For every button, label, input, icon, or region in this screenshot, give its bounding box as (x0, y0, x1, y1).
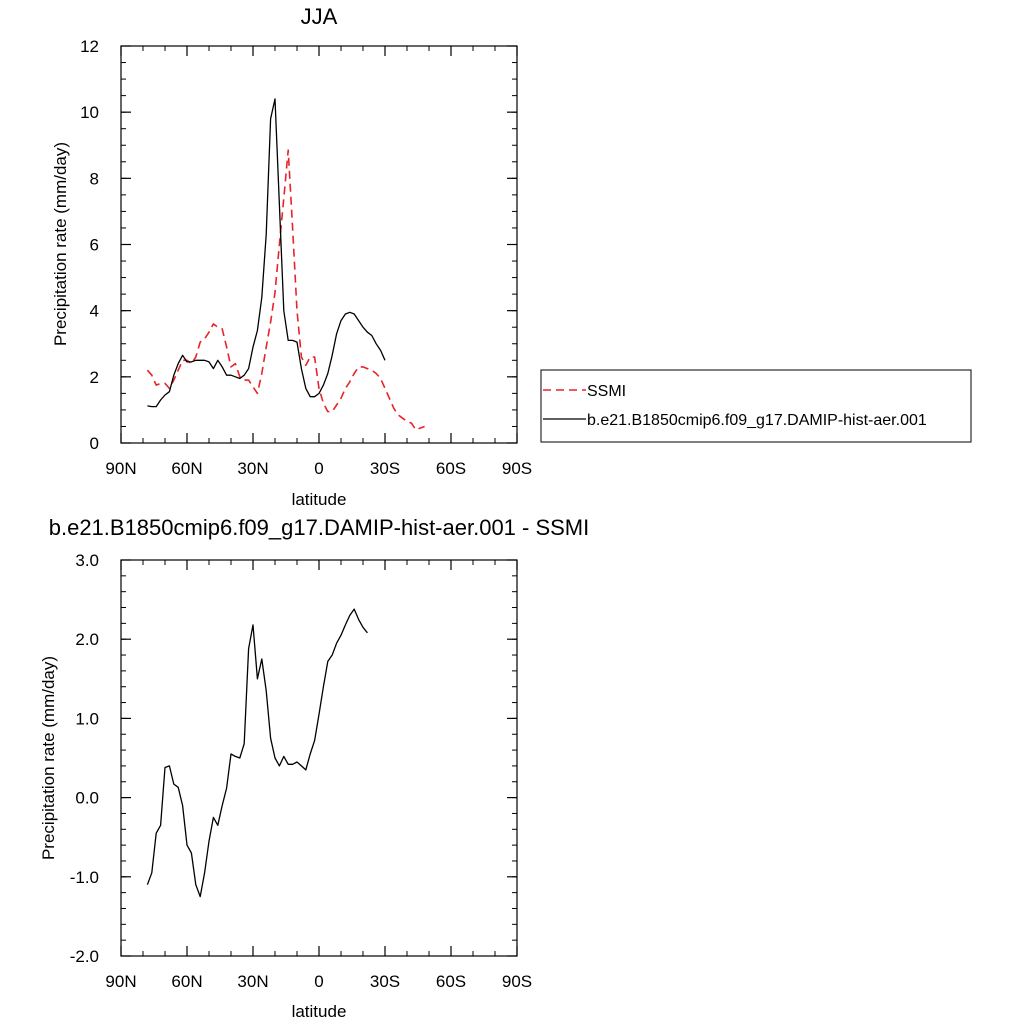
legend-label-model: b.e21.B1850cmip6.f09_g17.DAMIP-hist-aer.… (587, 412, 927, 429)
x-tick-label: 90N (105, 459, 136, 478)
y-tick-label: 3.0 (75, 551, 99, 570)
bottom-chart-plot-frame (120, 559, 518, 957)
bottom-chart-series (146, 608, 368, 898)
series-line-ssmi (146, 149, 425, 431)
bottom-chart-minor-ticks (121, 559, 517, 957)
x-tick-label: 60N (171, 972, 202, 991)
top-chart-title: JJA (301, 4, 338, 29)
y-tick-label: -1.0 (70, 868, 99, 887)
y-tick-label: 1.0 (75, 709, 99, 728)
y-tick-label: 10 (80, 103, 99, 122)
y-tick-label: 4 (90, 302, 99, 321)
x-tick-label: 60S (436, 459, 466, 478)
y-tick-label: 12 (80, 37, 99, 56)
bottom-chart-y-ticks: -2.0 -1.0 0.0 1.0 2.0 3.0 (70, 551, 517, 966)
y-tick-label: -2.0 (70, 947, 99, 966)
x-tick-label: 0 (314, 972, 323, 991)
top-chart: JJA 90N 60N 30N 0 30S 60S 90S 0 2 4 6 8 10 12 latitu… (51, 4, 972, 509)
x-tick-label: 60S (436, 972, 466, 991)
y-tick-label: 2.0 (75, 630, 99, 649)
top-chart-y-ticks: 0 2 4 6 8 10 12 (80, 37, 517, 453)
x-tick-label: 90S (502, 972, 532, 991)
x-tick-label: 30N (237, 972, 268, 991)
x-tick-label: 30N (237, 459, 268, 478)
bottom-chart-y-axis-label: Precipitation rate (mm/day) (39, 656, 58, 860)
bottom-chart-x-axis-label: latitude (292, 1002, 347, 1021)
series-line-difference (146, 608, 368, 898)
bottom-chart: b.e21.B1850cmip6.f09_g17.DAMIP-hist-aer.… (39, 515, 589, 1021)
top-chart-legend: SSMI b.e21.B1850cmip6.f09_g17.DAMIP-hist… (540, 369, 972, 443)
legend-box (540, 369, 972, 443)
bottom-chart-title: b.e21.B1850cmip6.f09_g17.DAMIP-hist-aer.… (49, 515, 590, 540)
y-tick-label: 0.0 (75, 789, 99, 808)
x-tick-label: 90N (105, 972, 136, 991)
x-tick-label: 90S (502, 459, 532, 478)
y-tick-label: 0 (90, 434, 99, 453)
x-tick-label: 30S (370, 972, 400, 991)
top-chart-x-axis-label: latitude (292, 490, 347, 509)
y-tick-label: 2 (90, 368, 99, 387)
top-chart-series (146, 98, 425, 431)
series-line-b-e21-b1850cmip6-f09-g17-damip-hist-aer-001 (147, 98, 386, 408)
y-tick-label: 6 (90, 236, 99, 255)
x-tick-label: 30S (370, 459, 400, 478)
top-chart-y-axis-label: Precipitation rate (mm/day) (51, 142, 70, 346)
x-tick-label: 0 (314, 459, 323, 478)
y-tick-label: 8 (90, 169, 99, 188)
top-chart-x-ticks: 90N 60N 30N 0 30S 60S 90S (105, 46, 532, 478)
legend-label-ssmi: SSMI (587, 383, 626, 400)
bottom-chart-x-ticks: 90N 60N 30N 0 30S 60S 90S (105, 560, 532, 991)
x-tick-label: 60N (171, 459, 202, 478)
